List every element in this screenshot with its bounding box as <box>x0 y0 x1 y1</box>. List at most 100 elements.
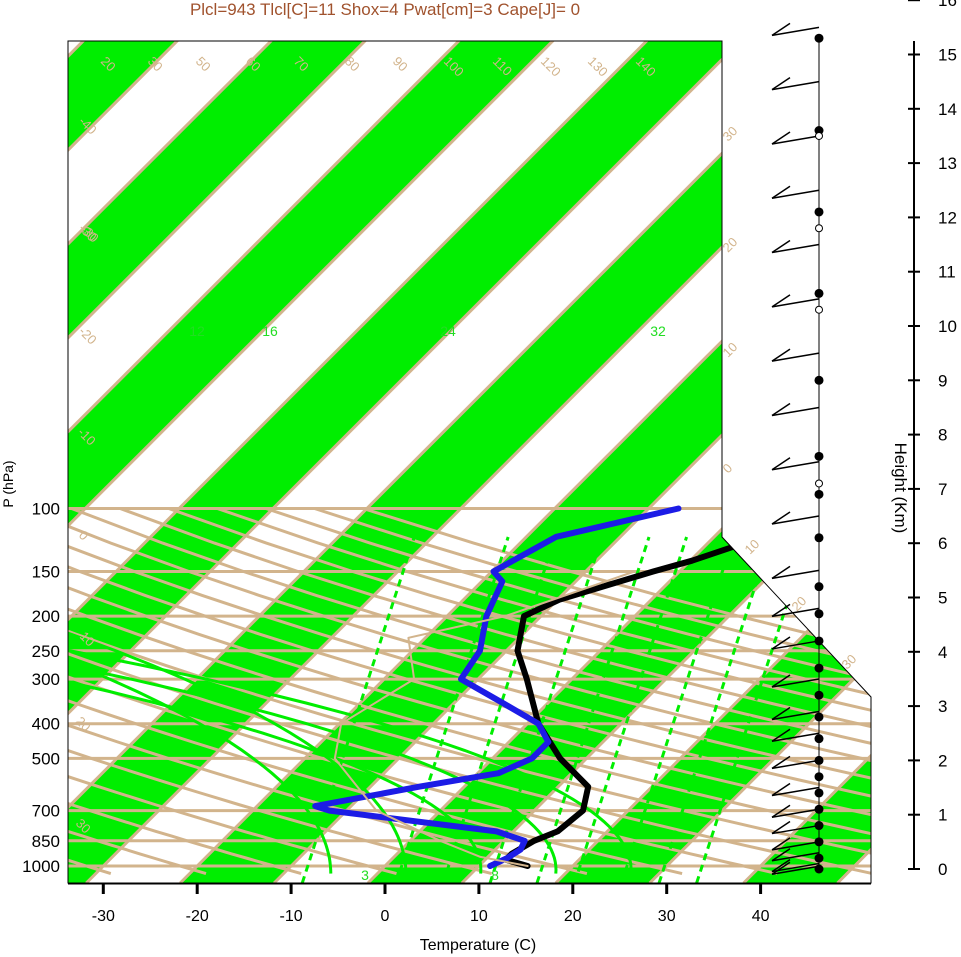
parcel-line <box>333 570 636 867</box>
height-tick-label: 2 <box>938 751 947 770</box>
green-band <box>180 41 871 883</box>
isotherm-line <box>68 41 659 883</box>
green-band <box>68 41 752 883</box>
height-tick-label: 9 <box>938 371 947 390</box>
pressure-tick-label: 250 <box>32 642 60 661</box>
mixing-ratio-label: 32 <box>650 323 666 339</box>
height-tick-label: 16 <box>938 0 957 10</box>
moist-adiabat-line <box>68 614 558 874</box>
wind-dot <box>814 837 824 847</box>
wind-barb <box>771 824 820 835</box>
isotherm-line <box>68 41 847 883</box>
mixing-ratio-label: 3 <box>361 867 369 883</box>
pressure-tick-label: 300 <box>32 670 60 689</box>
wind-barb <box>771 461 820 471</box>
mixing-ratio-line <box>657 536 773 883</box>
mixing-ratio-label: 12 <box>189 323 205 339</box>
adiabat-line <box>68 507 207 876</box>
sounding-series <box>312 505 851 869</box>
wind-barb-flag <box>771 848 791 862</box>
wind-barb-flag <box>771 22 791 36</box>
adiabat-label-right: 10 <box>720 339 741 360</box>
wind-barb-flag <box>771 294 791 308</box>
mixing-ratio-line <box>394 536 510 883</box>
wind-barb-flag <box>771 636 791 650</box>
pressure-tick-label: 100 <box>32 500 60 519</box>
adiabat-line <box>68 507 871 876</box>
wind-dot <box>814 804 824 814</box>
wind-dot <box>814 712 824 722</box>
wind-dot <box>814 663 824 673</box>
wind-dot <box>814 734 824 744</box>
mixing-ratio-lines <box>300 536 811 883</box>
moist-adiabats <box>68 614 633 874</box>
wind-barb <box>771 841 820 851</box>
wind-barb <box>771 865 820 876</box>
height-tick-label: 11 <box>938 263 956 282</box>
mixing-ratio-label: 16 <box>262 323 278 339</box>
pressure-tick-label: 400 <box>32 715 60 734</box>
height-tick-label: 6 <box>938 534 947 553</box>
wind-dot <box>814 864 824 874</box>
adiabat-line <box>68 507 871 876</box>
height-tick-label: 8 <box>938 426 947 445</box>
mixing-ratio-line <box>535 536 651 883</box>
wind-barb-flag <box>771 77 791 91</box>
green-band <box>555 41 871 883</box>
adiabat-line <box>216 507 871 876</box>
isotherm-line <box>554 41 871 883</box>
wind-dot <box>814 636 824 646</box>
wind-barb <box>771 759 820 770</box>
height-tick-label: 4 <box>938 643 947 662</box>
adiabat-line <box>68 507 871 876</box>
wind-barb <box>771 515 820 525</box>
wind-barb <box>771 678 820 688</box>
x-tick-label: -20 <box>186 908 209 925</box>
x-tick-label: -10 <box>280 908 303 925</box>
wind-barb <box>771 640 820 650</box>
adiabat-line <box>68 507 871 876</box>
height-tick-label: 13 <box>938 154 957 173</box>
wind-dot <box>814 772 824 782</box>
wind-barb-flag <box>771 728 791 742</box>
wind-barb <box>771 406 820 417</box>
wind-dot <box>814 375 824 385</box>
height-tick-label: 0 <box>938 860 947 879</box>
adiabat-line <box>68 507 871 876</box>
pressure-tick-label: 500 <box>32 749 60 768</box>
isotherm-label: 20 <box>73 714 94 735</box>
x-tick-label: -30 <box>92 908 115 925</box>
wind-barb <box>771 786 820 797</box>
wind-barb <box>771 189 820 199</box>
wind-barb <box>771 569 820 580</box>
wind-barb-flag <box>771 804 791 818</box>
wind-barb-flag <box>771 858 791 873</box>
adiabat-label: 130 <box>585 54 611 80</box>
adiabat-line <box>119 507 871 876</box>
wind-barb-flag <box>771 861 791 875</box>
axes: -30 -20 -10 0 10 20 30 40 100 150 200 250 300 400 500 7… <box>22 500 871 925</box>
x-tick-label: 30 <box>658 908 676 925</box>
mixing-ratio-label: 8 <box>491 867 499 883</box>
adiabat-label: 50 <box>193 54 214 75</box>
isotherm-line <box>68 41 565 883</box>
adiabat-line <box>68 507 871 876</box>
x-tick-label: 40 <box>752 908 770 925</box>
wind-barb <box>771 808 820 819</box>
wind-barb-flag <box>771 706 791 721</box>
adiabat-line <box>68 507 871 876</box>
pressure-tick-label: 150 <box>32 562 60 581</box>
moist-adiabat-line <box>68 614 633 874</box>
height-tick-label: 3 <box>938 697 947 716</box>
wind-dot <box>814 788 824 798</box>
isotherm-line <box>179 41 871 883</box>
moist-adiabat-line <box>68 614 333 874</box>
wind-dot <box>814 207 824 217</box>
wind-dot <box>814 821 824 831</box>
height-tick-label: 7 <box>938 480 947 499</box>
wind-barb-flag <box>771 603 791 617</box>
wind-dot <box>814 489 824 499</box>
wind-dot <box>814 451 824 461</box>
wind-dot <box>814 33 824 43</box>
